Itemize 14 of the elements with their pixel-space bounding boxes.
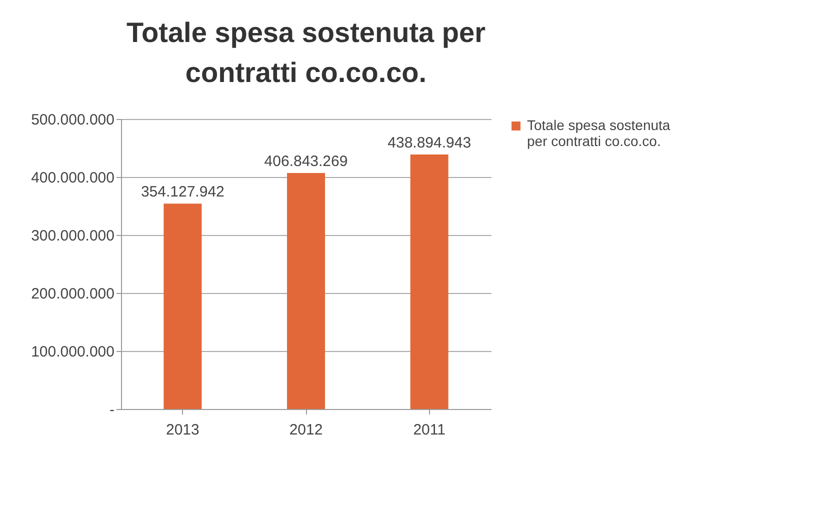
legend-label: Totale spesa sostenuta per contratti co.co.co. bbox=[527, 117, 670, 149]
x-tick-label: 2012 bbox=[289, 422, 323, 438]
data-label: 438.894.943 bbox=[388, 134, 472, 152]
y-tick-label: 200.000.000 bbox=[31, 286, 114, 302]
y-tick-label: 100.000.000 bbox=[31, 344, 114, 360]
chart-title: Totale spesa sostenuta per contratti co.co.co. bbox=[126, 17, 486, 88]
x-tick-label: 2011 bbox=[413, 422, 446, 438]
y-tick-label: 400.000.000 bbox=[31, 170, 114, 186]
data-label: 406.843.269 bbox=[264, 153, 348, 170]
data-label: 354.127.942 bbox=[140, 184, 224, 201]
y-tick-label: 500.000.000 bbox=[31, 112, 114, 128]
y-tick-label: 300.000.000 bbox=[31, 228, 114, 244]
y-tick-label: - bbox=[110, 402, 114, 418]
x-tick-label: 2013 bbox=[166, 422, 200, 438]
